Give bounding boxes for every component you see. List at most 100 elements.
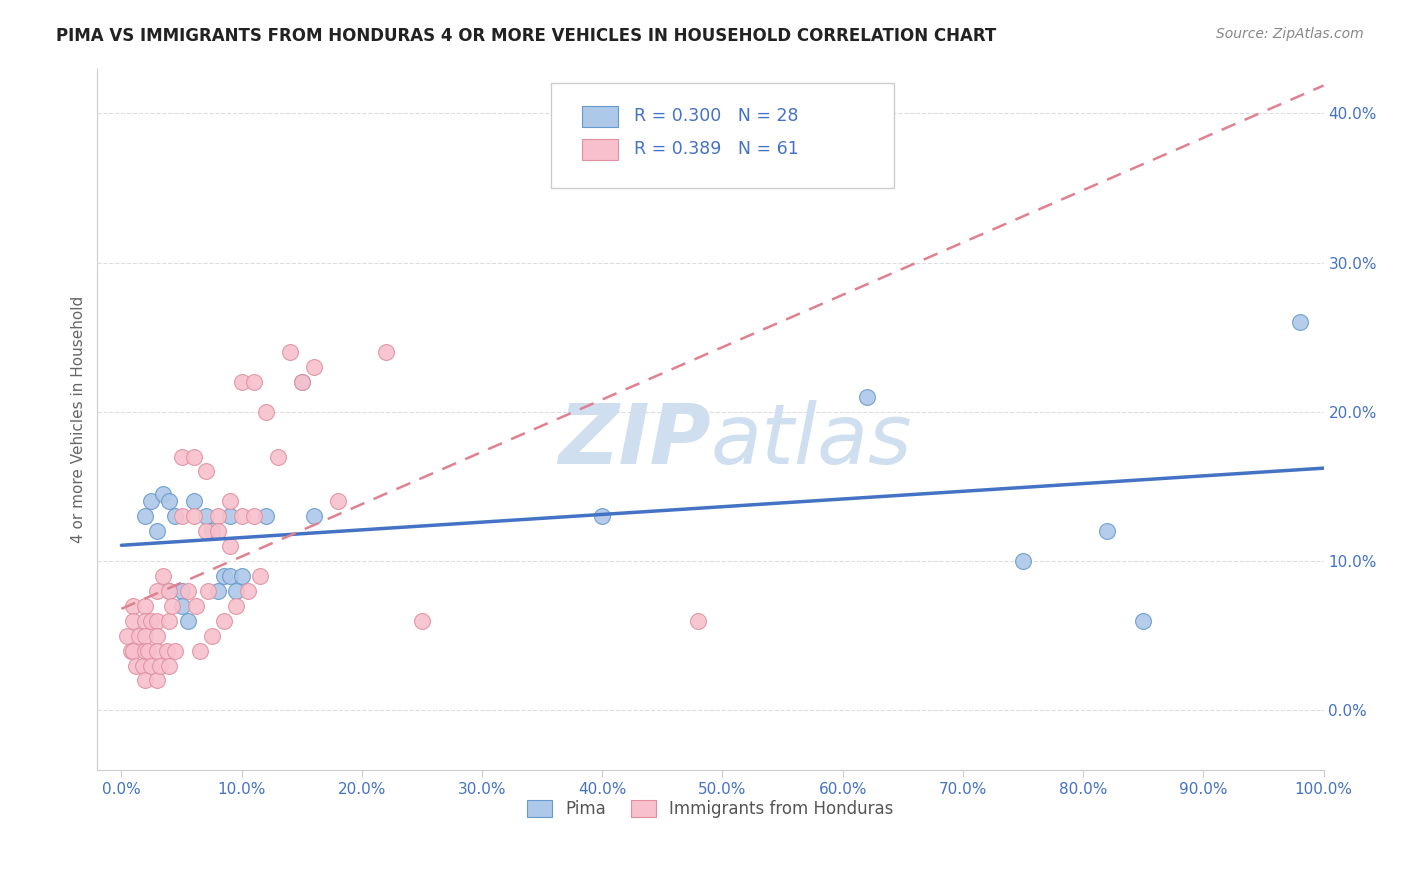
Point (242, 509, 264, 524)
Text: R = 0.300   N = 28: R = 0.300 N = 28 (634, 107, 799, 125)
Point (141, 658, 163, 673)
Text: PIMA VS IMMIGRANTS FROM HONDURAS 4 OR MORE VEHICLES IN HOUSEHOLD CORRELATION CHA: PIMA VS IMMIGRANTS FROM HONDURAS 4 OR MO… (56, 27, 997, 45)
Point (200, 524, 222, 539)
Point (688, 614, 710, 628)
Point (117, 629, 139, 643)
Point (266, 450, 288, 464)
Point (207, 509, 229, 524)
Point (132, 658, 155, 673)
Point (159, 494, 181, 508)
FancyBboxPatch shape (582, 105, 619, 127)
Point (146, 524, 169, 539)
Point (141, 614, 163, 628)
Point (170, 599, 193, 613)
Point (122, 599, 145, 613)
Point (218, 539, 240, 553)
Point (176, 583, 198, 598)
Point (146, 673, 169, 688)
Point (165, 509, 187, 524)
Point (242, 375, 264, 389)
Text: atlas: atlas (710, 400, 912, 481)
Point (249, 569, 271, 583)
Point (146, 629, 169, 643)
Point (134, 599, 156, 613)
Point (291, 375, 314, 389)
FancyBboxPatch shape (582, 138, 619, 160)
Point (236, 583, 259, 598)
Point (231, 375, 253, 389)
Point (176, 614, 198, 628)
Point (278, 345, 301, 359)
Point (134, 509, 156, 524)
Text: ZIP: ZIP (558, 400, 710, 481)
Point (170, 509, 193, 524)
Point (183, 509, 205, 524)
Point (160, 599, 183, 613)
Point (231, 569, 253, 583)
Point (231, 509, 253, 524)
Legend: Pima, Immigrants from Honduras: Pima, Immigrants from Honduras (520, 793, 900, 825)
Point (194, 465, 217, 479)
Y-axis label: 4 or more Vehicles in Household: 4 or more Vehicles in Household (72, 295, 86, 543)
Point (149, 658, 172, 673)
Point (136, 643, 159, 657)
Point (159, 658, 181, 673)
Point (855, 390, 877, 404)
Point (254, 405, 277, 419)
Point (197, 583, 219, 598)
Point (302, 359, 325, 374)
Point (188, 643, 211, 657)
Point (152, 487, 174, 501)
Point (212, 569, 235, 583)
Point (591, 509, 613, 524)
Text: R = 0.389   N = 61: R = 0.389 N = 61 (634, 140, 799, 158)
Point (207, 524, 229, 539)
Point (159, 583, 181, 598)
Point (159, 614, 181, 628)
Point (302, 509, 325, 524)
Point (134, 629, 156, 643)
Point (218, 509, 240, 524)
Text: Source: ZipAtlas.com: Source: ZipAtlas.com (1216, 27, 1364, 41)
Point (152, 569, 174, 583)
Point (146, 614, 169, 628)
Point (200, 629, 222, 643)
Point (128, 629, 150, 643)
Point (194, 524, 217, 539)
Point (218, 569, 240, 583)
FancyBboxPatch shape (551, 83, 894, 188)
Point (291, 375, 314, 389)
Point (170, 583, 193, 598)
Point (225, 599, 247, 613)
Point (225, 583, 247, 598)
Point (212, 614, 235, 628)
Point (183, 494, 205, 508)
Point (122, 614, 145, 628)
Point (146, 583, 169, 598)
Point (207, 583, 229, 598)
Point (1288, 315, 1310, 329)
Point (1132, 614, 1154, 628)
Point (1095, 524, 1118, 539)
Point (134, 673, 156, 688)
Point (326, 494, 349, 508)
Point (218, 494, 240, 508)
Point (183, 450, 205, 464)
Point (141, 494, 163, 508)
Point (134, 643, 156, 657)
Point (374, 345, 396, 359)
Point (254, 509, 277, 524)
Point (165, 643, 187, 657)
Point (125, 658, 148, 673)
Point (146, 643, 169, 657)
Point (411, 614, 433, 628)
Point (194, 509, 217, 524)
Point (156, 643, 179, 657)
Point (120, 643, 142, 657)
Point (122, 643, 145, 657)
Point (134, 614, 156, 628)
Point (184, 599, 207, 613)
Point (159, 583, 181, 598)
Point (1012, 554, 1035, 568)
Point (170, 450, 193, 464)
